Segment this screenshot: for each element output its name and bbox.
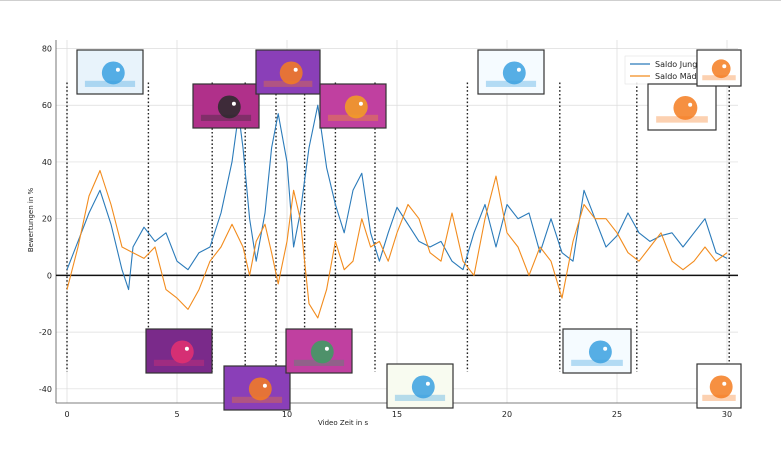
thumb-computer: [562, 328, 632, 374]
thumb-friends: [319, 83, 387, 129]
series-line-0: [66, 104, 728, 291]
x-tick-labels: 0 5 10 15 20 25 30: [64, 410, 732, 419]
y-tick-label-60: 60: [42, 101, 52, 110]
x-tick-label-10: 10: [282, 410, 292, 419]
thumb-grass: [386, 363, 454, 409]
series-layer: [66, 104, 728, 319]
y-tick-label-80: 80: [42, 45, 52, 54]
scene-thumbnails: [76, 49, 742, 411]
two-characters-icon: [327, 95, 379, 121]
y-tick-label-40: 40: [42, 158, 52, 167]
girl-character-icon: [263, 61, 313, 87]
thumb-logo-bottom: [696, 363, 742, 409]
x-tick-label-25: 25: [612, 410, 622, 419]
channel-logo-icon: [702, 375, 736, 401]
thumb-kinder: [145, 328, 213, 374]
y-tick-label-20: 20: [42, 215, 52, 224]
series-line-1: [66, 169, 728, 319]
dark-creatures-scene-icon: [200, 95, 252, 121]
x-tick-label-15: 15: [392, 410, 402, 419]
girl-character-icon: [231, 377, 283, 403]
y-axis-label: Bewertungen in %: [27, 188, 35, 253]
thumb-hammock: [76, 49, 144, 95]
x-tick-label-20: 20: [502, 410, 512, 419]
thumb-hammock-frame: [76, 49, 144, 95]
x-tick-label-5: 5: [174, 410, 179, 419]
bird-on-beach-chair-icon: [485, 61, 537, 87]
y-tick-label--20: -20: [39, 328, 52, 337]
y-tick-label--40: -40: [39, 385, 52, 394]
thumb-dark-scene: [192, 83, 260, 129]
bird-at-desk-icon: [571, 340, 623, 366]
bird-in-hammock-icon: [84, 61, 136, 87]
thumb-beach: [477, 49, 545, 95]
thumb-girl-top: [255, 49, 321, 95]
character-group-icon: [293, 340, 345, 366]
show-title-card-icon: [153, 340, 205, 366]
thumb-group: [285, 328, 353, 374]
x-tick-label-0: 0: [64, 410, 69, 419]
y-tick-label-0: 0: [47, 271, 52, 280]
x-tick-label-30: 30: [722, 410, 732, 419]
thumb-girl-bottom: [223, 365, 291, 411]
thumb-logo-card: [647, 83, 717, 131]
y-tick-labels: 80 60 40 20 0 -20 -40: [39, 45, 52, 394]
legend-label-maedchen: Saldo Mädchen: [655, 72, 716, 81]
bird-on-grass-icon: [394, 375, 446, 401]
legend-label-junge: Saldo Junge: [655, 60, 702, 69]
x-axis-label: Video Zeit in s: [318, 419, 368, 427]
channel-logo-icon: [702, 59, 736, 81]
channel-logo-card-icon: [656, 95, 708, 123]
scene-marker-layer: [66, 82, 730, 372]
thumb-logo-top: [696, 49, 742, 87]
